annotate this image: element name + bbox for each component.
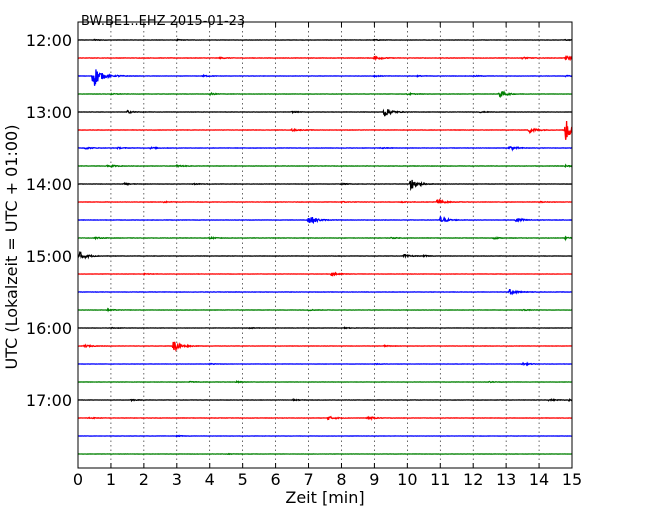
x-tick-label: 12 — [463, 470, 483, 489]
y-tick-label: 13:00 — [26, 103, 72, 122]
y-tick-label: 14:00 — [26, 175, 72, 194]
seismogram-trace — [77, 452, 573, 456]
y-tick-label: 12:00 — [26, 31, 72, 50]
seismogram-trace — [77, 54, 573, 62]
plot-frame — [77, 21, 573, 469]
y-tick-label: 17:00 — [26, 391, 72, 410]
x-tick-label: 11 — [430, 470, 450, 489]
seismogram-trace — [77, 250, 573, 260]
seismogram-trace — [77, 108, 572, 117]
x-tick-label: 3 — [172, 470, 182, 489]
seismogram-trace — [77, 288, 573, 296]
seismogram-trace — [77, 69, 573, 86]
seismogram-trace — [77, 341, 573, 352]
tick-marks — [77, 22, 573, 468]
seismogram-trace — [77, 215, 573, 225]
x-tick-label: 6 — [271, 470, 281, 489]
seismogram-trace — [77, 380, 573, 384]
x-tick-labels: 0 1 2 3 4 5 6 7 8 9 10 11 12 13 14 15 — [73, 470, 582, 489]
seismogram-trace — [77, 434, 573, 438]
x-tick-label: 8 — [336, 470, 346, 489]
seismogram-trace — [77, 198, 573, 204]
seismogram-trace — [77, 90, 573, 98]
x-tick-label: 1 — [106, 470, 116, 489]
seismogram-trace — [77, 271, 573, 277]
x-tick-label: 5 — [238, 470, 248, 489]
seismogram-trace — [77, 121, 573, 140]
seismogram-trace — [77, 397, 573, 403]
y-axis-label: UTC (Lokalzeit = UTC + 01:00) — [2, 125, 21, 370]
seismogram-trace — [77, 38, 573, 42]
x-tick-label: 2 — [139, 470, 149, 489]
x-tick-label: 15 — [562, 470, 582, 489]
x-tick-label: 13 — [496, 470, 516, 489]
seismogram-trace — [77, 146, 573, 152]
seismogram-trace — [77, 361, 573, 367]
y-tick-labels: 12:00 13:00 14:00 15:00 16:00 17:00 — [26, 31, 72, 410]
y-tick-label: 16:00 — [26, 319, 72, 338]
seismogram-trace — [77, 415, 573, 421]
x-tick-label: 0 — [73, 470, 83, 489]
x-tick-label: 7 — [303, 470, 313, 489]
seismogram-trace — [77, 307, 573, 313]
seismogram-trace — [77, 179, 573, 192]
y-tick-label: 15:00 — [26, 247, 72, 266]
x-tick-label: 9 — [369, 470, 379, 489]
x-axis-label: Zeit [min] — [285, 488, 364, 507]
x-tick-label: 10 — [397, 470, 417, 489]
seismogram-trace — [77, 163, 573, 169]
x-tick-label: 14 — [529, 470, 549, 489]
seismogram-trace — [77, 235, 573, 242]
chart-title: BW.BE1..EHZ 2015-01-23 — [81, 14, 245, 29]
trace-group — [77, 38, 573, 456]
seismogram-trace — [77, 326, 573, 330]
x-tick-label: 4 — [205, 470, 215, 489]
